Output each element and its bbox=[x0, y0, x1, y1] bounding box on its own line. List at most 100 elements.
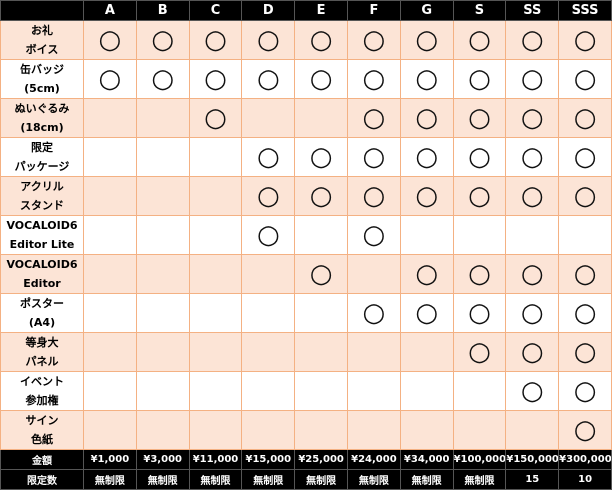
included-mark: ○ bbox=[520, 103, 544, 133]
cell: ○ bbox=[241, 176, 296, 216]
included-mark: ○ bbox=[573, 103, 597, 133]
item-label: 限定 パッケージ bbox=[0, 137, 84, 177]
cell: ○ bbox=[505, 293, 560, 333]
item-row: ポスター (A4) ○ ○ ○ ○ ○ bbox=[0, 293, 612, 333]
cell: ○ bbox=[399, 20, 454, 60]
cell bbox=[188, 410, 243, 450]
included-mark: ○ bbox=[573, 64, 597, 94]
footer-cell: ¥34,000 bbox=[399, 449, 454, 470]
cell: ○ bbox=[558, 371, 612, 411]
item-label-line: パネル bbox=[25, 355, 59, 368]
included-mark: ○ bbox=[256, 64, 280, 94]
cell bbox=[135, 293, 190, 333]
cell: ○ bbox=[452, 20, 507, 60]
cell: ○ bbox=[241, 20, 296, 60]
cell: ○ bbox=[505, 254, 560, 294]
item-label-line: Editor Lite bbox=[9, 238, 75, 251]
footer-cell: 15 bbox=[505, 469, 560, 490]
item-row: 缶バッジ (5cm) ○ ○ ○ ○ ○ ○ ○ ○ ○ ○ bbox=[0, 59, 612, 99]
cell: ○ bbox=[558, 98, 612, 138]
included-mark: ○ bbox=[256, 220, 280, 250]
footer-cell: 無制限 bbox=[346, 469, 401, 490]
included-mark: ○ bbox=[573, 376, 597, 406]
cell: ○ bbox=[135, 59, 190, 99]
included-mark: ○ bbox=[256, 181, 280, 211]
item-label: VOCALOID6 Editor bbox=[0, 254, 84, 294]
cell bbox=[399, 332, 454, 372]
cell: ○ bbox=[188, 98, 243, 138]
item-label-line: サイン bbox=[25, 414, 59, 427]
included-mark: ○ bbox=[362, 181, 386, 211]
included-mark: ○ bbox=[362, 64, 386, 94]
cell: ○ bbox=[505, 137, 560, 177]
included-mark: ○ bbox=[520, 142, 544, 172]
item-label-line: ぬいぐるみ bbox=[14, 102, 70, 115]
included-mark: ○ bbox=[520, 64, 544, 94]
included-mark: ○ bbox=[309, 64, 333, 94]
cell bbox=[399, 215, 454, 255]
cell: ○ bbox=[346, 20, 401, 60]
cell: ○ bbox=[505, 176, 560, 216]
included-mark: ○ bbox=[520, 259, 544, 289]
tier-header: S bbox=[452, 0, 507, 21]
tier-header: B bbox=[135, 0, 190, 21]
included-mark: ○ bbox=[204, 25, 227, 55]
cell: ○ bbox=[346, 98, 401, 138]
tier-header: D bbox=[241, 0, 296, 21]
item-label-line: パッケージ bbox=[14, 160, 70, 173]
cell: ○ bbox=[399, 137, 454, 177]
footer-label: 限定数 bbox=[0, 469, 84, 490]
cell: ○ bbox=[505, 20, 560, 60]
item-label: アクリル スタンド bbox=[0, 176, 84, 216]
footer-label: 金額 bbox=[0, 449, 84, 470]
item-label-line: 色紙 bbox=[31, 433, 53, 446]
cell bbox=[294, 332, 348, 372]
item-label-line: Editor bbox=[23, 277, 61, 290]
cell: ○ bbox=[294, 20, 348, 60]
item-label: お礼 ボイス bbox=[0, 20, 84, 60]
item-row: イベント 参加権 ○ ○ bbox=[0, 371, 612, 411]
item-row: 等身大 パネル ○ ○ ○ bbox=[0, 332, 612, 372]
included-mark: ○ bbox=[204, 103, 227, 133]
cell bbox=[346, 332, 401, 372]
cell: ○ bbox=[346, 215, 401, 255]
included-mark: ○ bbox=[520, 181, 544, 211]
cell bbox=[346, 410, 401, 450]
included-mark: ○ bbox=[415, 25, 439, 55]
cell: ○ bbox=[452, 98, 507, 138]
header-corner bbox=[0, 0, 84, 21]
cell: ○ bbox=[346, 59, 401, 99]
included-mark: ○ bbox=[468, 64, 491, 94]
cell bbox=[294, 215, 348, 255]
footer-cell: ¥25,000 bbox=[294, 449, 348, 470]
included-mark: ○ bbox=[468, 103, 491, 133]
cell bbox=[346, 371, 401, 411]
item-label: ぬいぐるみ (18cm) bbox=[0, 98, 84, 138]
cell bbox=[135, 371, 190, 411]
item-label-line: (18cm) bbox=[20, 121, 64, 134]
cell bbox=[294, 371, 348, 411]
item-label: ポスター (A4) bbox=[0, 293, 84, 333]
footer-cell: ¥1,000 bbox=[83, 449, 137, 470]
included-mark: ○ bbox=[573, 25, 597, 55]
cell bbox=[188, 254, 243, 294]
included-mark: ○ bbox=[468, 25, 491, 55]
included-mark: ○ bbox=[256, 25, 280, 55]
cell: ○ bbox=[241, 215, 296, 255]
tier-header: G bbox=[399, 0, 454, 21]
item-label-line: ボイス bbox=[25, 43, 59, 56]
cell: ○ bbox=[294, 176, 348, 216]
footer-cell: 無制限 bbox=[452, 469, 507, 490]
included-mark: ○ bbox=[151, 64, 175, 94]
item-row: VOCALOID6 Editor ○ ○ ○ ○ ○ bbox=[0, 254, 612, 294]
cell: ○ bbox=[399, 293, 454, 333]
included-mark: ○ bbox=[415, 103, 439, 133]
included-mark: ○ bbox=[362, 142, 386, 172]
included-mark: ○ bbox=[520, 337, 544, 367]
included-mark: ○ bbox=[309, 259, 333, 289]
cell: ○ bbox=[505, 371, 560, 411]
cell bbox=[505, 410, 560, 450]
cell: ○ bbox=[505, 98, 560, 138]
cell: ○ bbox=[558, 410, 612, 450]
item-label-line: VOCALOID6 bbox=[6, 258, 78, 271]
